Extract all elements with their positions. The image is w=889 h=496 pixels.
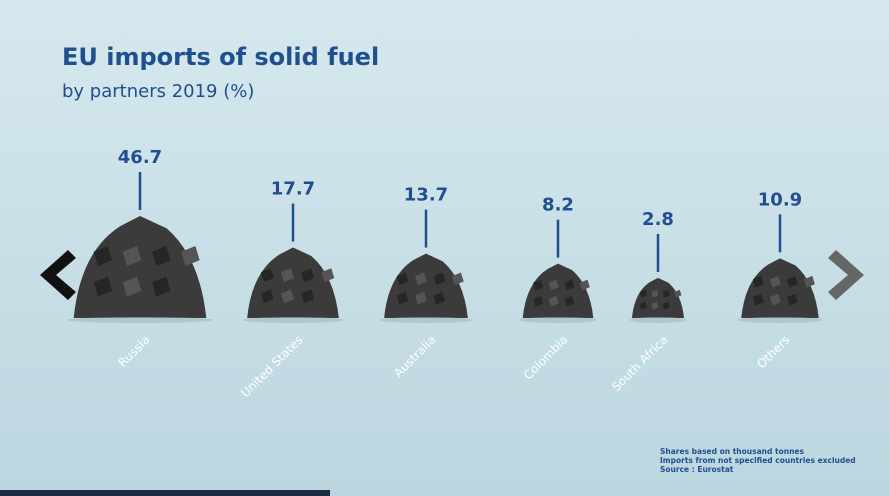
pile-shadow [379, 317, 473, 323]
coal-chunk [769, 293, 781, 306]
bottom-bar [0, 490, 330, 496]
coal-chunk [433, 291, 446, 305]
note: Imports from not specified countries exc… [660, 456, 856, 465]
coal-chunk [260, 289, 274, 304]
note: Source : Eurostat [660, 465, 734, 474]
value-label: 17.7 [271, 179, 315, 200]
chart-subtitle: by partners 2019 (%) [62, 81, 254, 102]
coal-chunk [548, 295, 559, 307]
coal-chunk [415, 291, 427, 305]
coal-chunk [533, 279, 544, 291]
coal-pile [379, 253, 473, 323]
coal-chunk [301, 268, 315, 283]
previous-arrow[interactable] [40, 250, 76, 300]
coal-chunk [433, 272, 446, 286]
coal-chunk [651, 289, 659, 298]
coal-chunk [122, 276, 142, 297]
coal-pile [737, 258, 823, 323]
coal-chunk [415, 272, 427, 286]
coal-chunk [579, 279, 590, 291]
coal-chunk [151, 276, 171, 297]
coal-chunk [321, 268, 335, 283]
value-label: 13.7 [404, 185, 448, 206]
coal-chunk [181, 245, 200, 266]
coal-chunk [281, 268, 294, 283]
coal-pile [519, 263, 597, 323]
pile-shadow [242, 317, 344, 323]
coal-chunk [396, 272, 409, 286]
coal-chunk [93, 245, 113, 266]
coal-chunk [804, 275, 815, 288]
coal-chunk [639, 301, 648, 310]
coal-chunk [752, 275, 764, 288]
coal-chunk [674, 289, 682, 298]
next-arrow[interactable] [828, 250, 864, 300]
coal-chunk [451, 272, 464, 286]
coal-chunk [122, 245, 142, 266]
coal-chunk [786, 275, 798, 288]
coal-chunk [769, 275, 781, 288]
value-label: 10.9 [758, 189, 802, 210]
coal-chunk [651, 301, 659, 310]
pile-shadow [67, 317, 213, 323]
coal-pile [629, 277, 687, 323]
coal-chunk [564, 295, 575, 307]
pile-shadow [519, 317, 597, 323]
coal-chunk [639, 289, 648, 298]
coal-chunk [548, 279, 559, 291]
coal-chunk [260, 268, 274, 283]
coal-chunk [151, 245, 171, 266]
coal-chunk [533, 295, 544, 307]
pile-shadow [737, 317, 823, 323]
value-label: 2.8 [642, 209, 674, 230]
coal-chunk [93, 276, 113, 297]
coal-chunk [396, 291, 409, 305]
coal-chunk [786, 293, 798, 306]
value-label: 46.7 [118, 147, 162, 168]
value-label: 8.2 [542, 195, 574, 216]
coal-pile [242, 247, 344, 323]
coal-chunk [281, 289, 294, 304]
coal-pile [67, 215, 213, 323]
coal-chunk [564, 279, 575, 291]
coal-chunk [301, 289, 315, 304]
coal-chunk [752, 293, 764, 306]
coal-chunk [662, 289, 670, 298]
pile-shadow [629, 317, 687, 323]
note: Shares based on thousand tonnes [660, 447, 804, 456]
coal-chunk [662, 301, 670, 310]
chart-title: EU imports of solid fuel [62, 43, 379, 71]
